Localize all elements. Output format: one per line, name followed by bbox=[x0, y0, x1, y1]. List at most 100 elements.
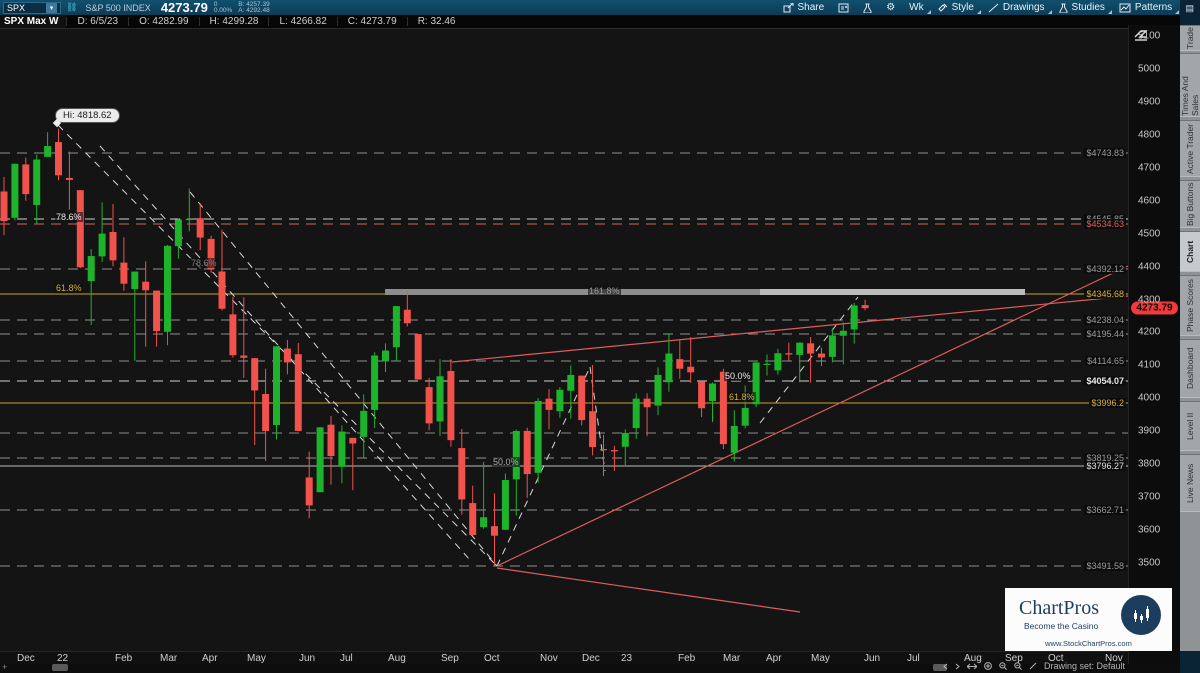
time-axis-label: Nov bbox=[540, 653, 558, 664]
studies-flask-icon bbox=[1058, 3, 1068, 13]
patterns-button[interactable]: Patterns bbox=[1119, 2, 1180, 14]
candle bbox=[523, 430, 531, 475]
drawings-button[interactable]: Drawings bbox=[988, 2, 1052, 14]
pattern-trendline[interactable] bbox=[759, 296, 859, 424]
high-price-bubble: Hi: 4818.62 bbox=[56, 109, 119, 122]
axis-tick-label: 4100 bbox=[1138, 359, 1161, 371]
level-price-label: $4743.83 bbox=[1084, 148, 1126, 158]
sidebar-tab-phase-scores[interactable]: Phase Scores bbox=[1180, 275, 1200, 336]
candle bbox=[218, 271, 226, 309]
sidebar-tab-dashboard[interactable]: Dashboard bbox=[1180, 339, 1200, 398]
ohlc-cell: D: 6/5/23 bbox=[66, 16, 128, 27]
sidebar-tab-big-buttons[interactable]: Big Buttons bbox=[1180, 180, 1200, 228]
axis-tick-label: 4600 bbox=[1138, 195, 1161, 207]
sidebar-tab-times-and-sales[interactable]: Times And Sales bbox=[1180, 53, 1200, 117]
axis-tick-label: 4500 bbox=[1138, 228, 1161, 240]
red-trendline[interactable] bbox=[496, 567, 801, 613]
sidebar-tab-level-ii[interactable]: Level II bbox=[1180, 401, 1200, 451]
candle bbox=[665, 353, 673, 383]
candle bbox=[174, 219, 182, 247]
drawings-label: Drawings bbox=[1002, 2, 1045, 13]
style-button[interactable]: Style bbox=[937, 2, 982, 14]
symbol-input[interactable]: SPX ▾ bbox=[3, 1, 61, 14]
sidebar-menu-icon[interactable]: ▤ bbox=[1185, 3, 1194, 13]
fib-percent-label: 50.0% bbox=[492, 457, 520, 467]
fib-percent-label: 61.8% bbox=[728, 392, 756, 402]
candle bbox=[512, 430, 520, 480]
time-scrollbar-left-thumb[interactable] bbox=[52, 664, 68, 671]
candle bbox=[33, 159, 41, 205]
candle bbox=[469, 503, 477, 536]
sidebar-tab-chart[interactable]: Chart bbox=[1180, 231, 1200, 272]
fib-extension-bar[interactable] bbox=[385, 289, 760, 295]
candle bbox=[153, 290, 161, 332]
time-axis-label: Nov bbox=[1105, 653, 1123, 664]
candle bbox=[44, 146, 52, 157]
drawing-pencil-icon[interactable] bbox=[1029, 662, 1037, 670]
link-group-icon[interactable]: ⛓ bbox=[66, 2, 78, 12]
pattern-trendline[interactable] bbox=[496, 366, 591, 567]
candle bbox=[687, 366, 695, 373]
time-scrollbar-right-thumb[interactable] bbox=[933, 664, 947, 671]
price-axis[interactable]: 4273.79 5100 5000 4900 4800 4700 4600 4500 4400… bbox=[1128, 25, 1180, 664]
fib-percent-label: 78.6% bbox=[190, 258, 218, 268]
timeframe-button[interactable]: Wk bbox=[909, 2, 932, 14]
pattern-trendline[interactable] bbox=[57, 124, 498, 567]
candle bbox=[578, 375, 586, 421]
pan-left-icon[interactable] bbox=[943, 663, 948, 670]
ohlc-cell: L: 4266.82 bbox=[268, 16, 336, 27]
add-symbol-button[interactable]: + bbox=[2, 662, 8, 672]
analyze-button[interactable] bbox=[863, 3, 872, 13]
candle bbox=[22, 164, 30, 195]
candle bbox=[65, 177, 73, 180]
price-chart-svg[interactable] bbox=[0, 29, 1128, 651]
level-price-label: $4238.04 bbox=[1084, 315, 1126, 325]
red-trendline[interactable] bbox=[496, 265, 1128, 567]
candle bbox=[643, 398, 651, 408]
share-button[interactable]: Share bbox=[783, 2, 824, 13]
fib-percent-label: 78.6% bbox=[55, 212, 83, 222]
timeframe-label: Wk bbox=[909, 2, 924, 13]
zoom-out-icon[interactable] bbox=[1014, 662, 1022, 670]
chart-canvas[interactable]: $4743.83$4545.85$4534.63$4392.12$4345.68… bbox=[0, 29, 1128, 651]
candle bbox=[567, 374, 575, 391]
ohlc-cell: O: 4282.99 bbox=[128, 16, 198, 27]
symbol-dropdown-icon[interactable]: ▾ bbox=[46, 2, 57, 13]
reports-button[interactable] bbox=[838, 3, 849, 13]
axis-autoscale-icon[interactable] bbox=[1132, 27, 1152, 43]
candle bbox=[185, 218, 193, 221]
chartpros-watermark: ChartPros Become the Casino www.StockCha… bbox=[1005, 588, 1172, 651]
fit-width-icon[interactable] bbox=[966, 663, 977, 670]
candle bbox=[98, 233, 106, 257]
time-axis[interactable]: Dec 22 Feb Mar Apr May Jun Jul Aug Sep Oct Nov Dec 23… bbox=[0, 651, 1128, 664]
sidebar-tab-trade[interactable]: Trade bbox=[1180, 25, 1200, 51]
candle bbox=[818, 353, 825, 358]
studies-button[interactable]: Studies bbox=[1058, 2, 1113, 14]
fib-percent-label: 61.8% bbox=[55, 283, 83, 293]
candle bbox=[861, 305, 869, 309]
fib-extension-bar-light[interactable] bbox=[760, 289, 1025, 295]
candle bbox=[327, 424, 335, 456]
change-percent: 0.00% bbox=[213, 6, 233, 14]
settings-button[interactable]: ⚙ bbox=[886, 2, 895, 13]
level-price-label: $4195.44 bbox=[1084, 329, 1126, 339]
patterns-label: Patterns bbox=[1134, 2, 1173, 13]
full-range-icon[interactable] bbox=[984, 662, 992, 670]
sidebar-tab-active-trader[interactable]: Active Trader bbox=[1180, 120, 1200, 177]
logo-url: www.StockChartPros.com bbox=[1045, 639, 1132, 648]
candle bbox=[839, 330, 847, 336]
red-trendline[interactable] bbox=[451, 295, 1128, 363]
candle bbox=[610, 450, 618, 452]
ohlc-cell: C: 4273.79 bbox=[336, 16, 407, 27]
time-axis-label: Apr bbox=[766, 653, 782, 664]
time-axis-label: Apr bbox=[202, 653, 218, 664]
candle bbox=[796, 342, 804, 355]
sidebar-tab-live-news[interactable]: Live News bbox=[1180, 454, 1200, 512]
pattern-trendline[interactable] bbox=[189, 191, 498, 567]
candle bbox=[142, 281, 150, 291]
pan-right-icon[interactable] bbox=[955, 663, 960, 670]
candle bbox=[76, 190, 84, 268]
zoom-in-icon[interactable] bbox=[999, 662, 1007, 670]
time-axis-label: Feb bbox=[678, 653, 696, 664]
